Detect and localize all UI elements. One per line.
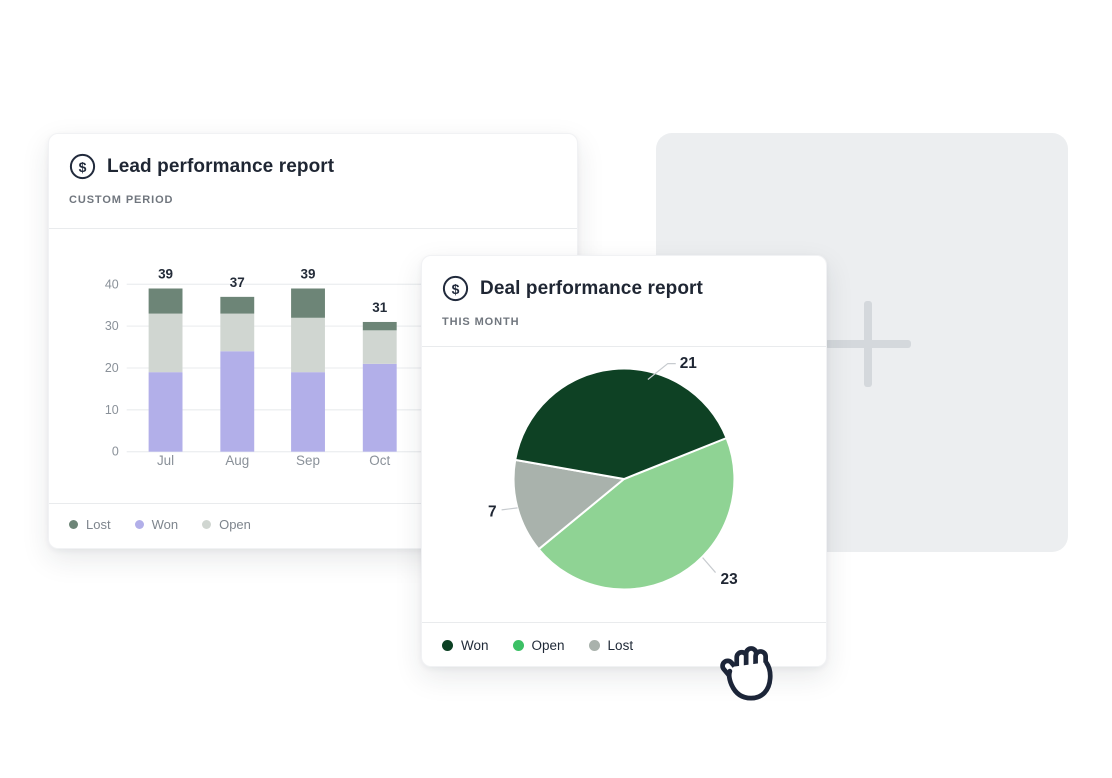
deal-card-header: $ Deal performance report THIS MONTH <box>422 256 826 350</box>
x-axis-category-label: Aug <box>225 453 249 468</box>
bar-segment-won <box>291 372 325 452</box>
grab-hand-icon <box>720 646 773 701</box>
legend-dot <box>134 520 144 529</box>
y-axis-tick-label: 40 <box>105 277 119 291</box>
y-axis-tick-label: 0 <box>112 445 119 459</box>
plus-icon <box>864 301 872 387</box>
lead-card-period: CUSTOM PERIOD <box>69 194 174 206</box>
bar-segment-won <box>220 351 255 452</box>
legend-dot <box>202 520 212 529</box>
x-axis-category-label: Sep <box>296 453 320 468</box>
lead-card-title: Lead performance report <box>107 155 335 177</box>
legend-dot <box>69 520 78 529</box>
deal-card-period: THIS MONTH <box>442 316 520 328</box>
legend-dot <box>588 640 600 651</box>
legend-label: Lost <box>86 517 111 532</box>
bar-total-label: 37 <box>230 275 245 290</box>
bar-segment-won <box>362 363 397 452</box>
legend-divider <box>49 503 577 504</box>
legend-label: Open <box>531 638 565 653</box>
x-axis-category-label: Oct <box>369 453 390 468</box>
lead-card-header: $ Lead performance report CUSTOM PERIOD <box>49 134 577 228</box>
lead-chart-legend: Lost Won Open <box>69 517 251 532</box>
deal-card-title: Deal performance report <box>480 277 703 299</box>
legend-dot <box>442 640 453 651</box>
bar-segment-lost <box>148 288 183 314</box>
dollar-glyph: $ <box>79 159 87 175</box>
legend-label: Lost <box>607 638 634 653</box>
pie-slice-open <box>537 437 736 591</box>
bar-segment-lost <box>291 288 325 318</box>
legend-label: Won <box>461 638 489 653</box>
bar-segment-open <box>148 313 183 373</box>
header-divider <box>49 228 577 229</box>
y-axis-tick-label: 10 <box>105 403 119 417</box>
pie-value-label: 23 <box>721 571 739 588</box>
dollar-glyph: $ <box>452 281 460 297</box>
bar-segment-open <box>362 330 397 364</box>
legend-dot <box>512 640 524 651</box>
legend-item-open[interactable]: Open <box>202 517 251 532</box>
deal-performance-report-card[interactable]: $ Deal performance report THIS MONTH 21 2… <box>421 255 827 667</box>
pie-label-leader-line <box>501 507 518 511</box>
pie-label-leader-line <box>647 362 676 380</box>
legend-item-lost[interactable]: Lost <box>588 638 634 653</box>
bar-total-label: 39 <box>301 267 316 282</box>
bar-segment-open <box>291 317 325 373</box>
legend-item-won[interactable]: Won <box>134 517 179 532</box>
y-axis-tick-label: 30 <box>105 319 119 333</box>
bar-total-label: 31 <box>372 300 387 315</box>
pie-label-leader-line <box>702 557 716 573</box>
legend-item-lost[interactable]: Lost <box>69 517 111 532</box>
bar-segment-lost <box>220 296 255 314</box>
legend-divider <box>422 622 826 623</box>
legend-item-open[interactable]: Open <box>512 638 565 653</box>
y-axis-tick-label: 20 <box>105 361 119 375</box>
pie-slice-lost <box>512 458 625 551</box>
bar-segment-open <box>220 313 255 352</box>
legend-item-won[interactable]: Won <box>442 638 489 653</box>
dollar-circle-icon: $ <box>69 153 96 180</box>
bar-total-label: 39 <box>158 267 173 282</box>
deal-chart-legend: Won Open Lost <box>442 638 633 653</box>
stacked-bar-chart: 0 10 20 30 40 39 Jul 37 Aug 39 Sep 31 Oct <box>105 267 570 468</box>
x-axis-category-label: Jul <box>157 453 174 468</box>
legend-label: Open <box>219 517 251 532</box>
pie-slice-won <box>514 367 728 481</box>
pie-value-label: 21 <box>680 355 698 372</box>
dollar-circle-icon: $ <box>442 275 469 302</box>
bar-segment-won <box>148 372 183 452</box>
bar-segment-lost <box>362 321 397 331</box>
header-divider <box>422 346 826 347</box>
pie-chart: 21 23 7 <box>488 355 739 591</box>
legend-label: Won <box>151 517 179 532</box>
pie-value-label: 7 <box>488 503 497 520</box>
